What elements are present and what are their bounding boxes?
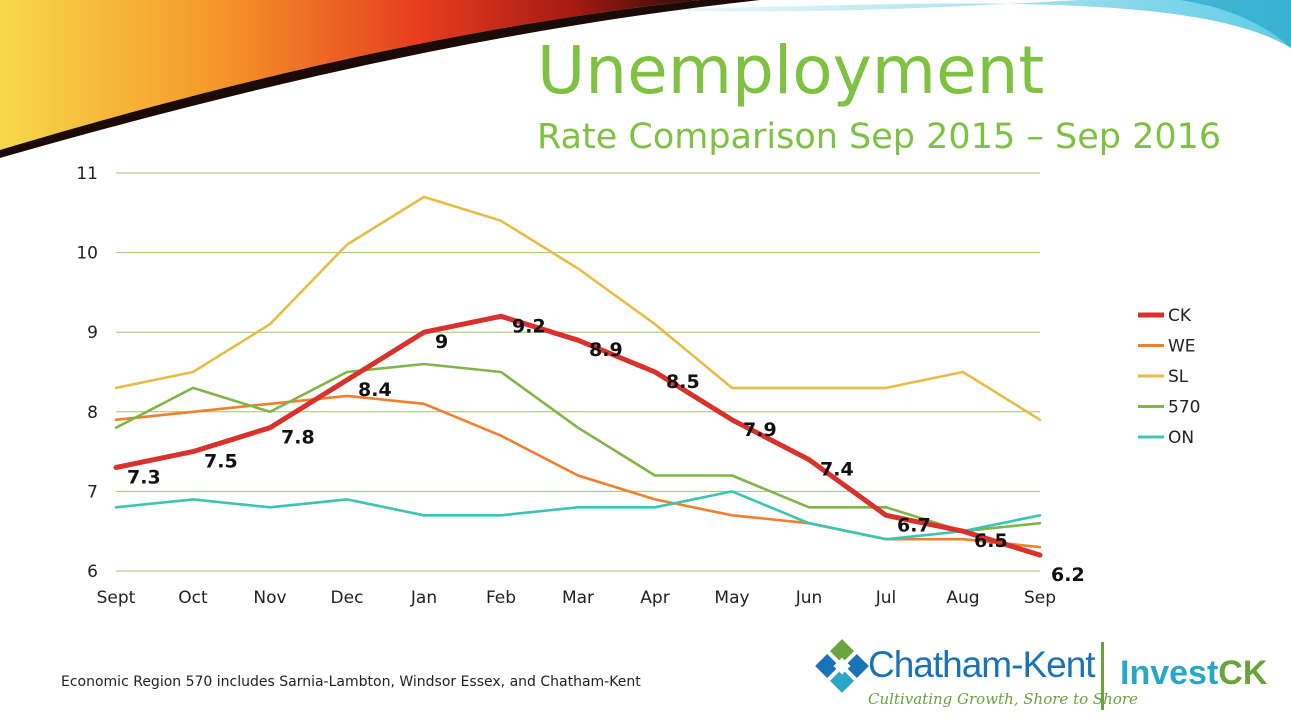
invest-text: Invest bbox=[1120, 654, 1219, 692]
x-tick-label: Aug bbox=[946, 588, 979, 608]
data-label-CK: 7.8 bbox=[281, 427, 315, 449]
x-tick-label: Apr bbox=[640, 588, 669, 608]
data-label-CK: 7.3 bbox=[127, 467, 161, 489]
x-tick-label: Sept bbox=[97, 588, 136, 608]
logo-tagline: Cultivating Growth, Shore to Shore bbox=[868, 690, 1138, 708]
x-tick-label: Nov bbox=[253, 588, 286, 608]
slide-title: Unemployment bbox=[537, 32, 1045, 109]
series-line-570 bbox=[114, 362, 1042, 533]
data-label-CK: 7.9 bbox=[743, 419, 777, 441]
y-tick-label: 7 bbox=[87, 482, 98, 502]
chatham-kent-logo-mark bbox=[815, 639, 869, 693]
data-label-CK: 6.7 bbox=[897, 514, 931, 536]
x-tick-label: Jan bbox=[410, 588, 437, 608]
x-tick-label: Jun bbox=[795, 588, 823, 608]
data-label-CK: 8.9 bbox=[589, 339, 623, 361]
series-line-SL bbox=[114, 195, 1042, 422]
y-tick-label: 8 bbox=[87, 403, 98, 423]
y-tick-label: 11 bbox=[76, 164, 98, 184]
data-label-CK: 8.4 bbox=[358, 379, 392, 401]
legend-label-CK: CK bbox=[1168, 306, 1192, 326]
logo-divider bbox=[1101, 642, 1104, 710]
data-label-CK: 9.2 bbox=[512, 315, 546, 337]
footnote: Economic Region 570 includes Sarnia-Lamb… bbox=[61, 674, 641, 690]
x-tick-label: Feb bbox=[486, 588, 516, 608]
data-label-CK: 9 bbox=[435, 331, 448, 353]
x-tick-label: Sep bbox=[1024, 588, 1056, 608]
series-line-ON bbox=[114, 490, 1042, 541]
y-tick-label: 6 bbox=[87, 562, 98, 582]
data-label-CK: 7.4 bbox=[820, 459, 854, 481]
y-tick-label: 9 bbox=[87, 323, 98, 343]
data-label-CK: 6.2 bbox=[1051, 564, 1085, 586]
x-tick-label: Oct bbox=[178, 588, 208, 608]
logo-name: Chatham-Kent bbox=[868, 644, 1096, 685]
x-tick-label: Mar bbox=[562, 588, 594, 608]
series-line-CK bbox=[113, 313, 1043, 558]
investck-logo: InvestCK bbox=[1120, 654, 1267, 693]
ck-text: CK bbox=[1218, 654, 1268, 692]
legend-label-570: 570 bbox=[1168, 398, 1200, 418]
decorative-swoosh-banner bbox=[0, 0, 1291, 158]
x-tick-label: Dec bbox=[331, 588, 364, 608]
legend-label-WE: WE bbox=[1168, 337, 1196, 357]
y-tick-label: 10 bbox=[76, 244, 98, 264]
data-label-CK: 7.5 bbox=[204, 451, 238, 473]
legend-label-SL: SL bbox=[1168, 367, 1189, 387]
data-label-CK: 6.5 bbox=[974, 530, 1008, 552]
x-tick-label: Jul bbox=[875, 588, 897, 608]
data-label-CK: 8.5 bbox=[666, 371, 700, 393]
x-tick-label: May bbox=[714, 588, 749, 608]
legend-label-ON: ON bbox=[1168, 428, 1194, 448]
slide-subtitle: Rate Comparison Sep 2015 – Sep 2016 bbox=[537, 117, 1222, 157]
